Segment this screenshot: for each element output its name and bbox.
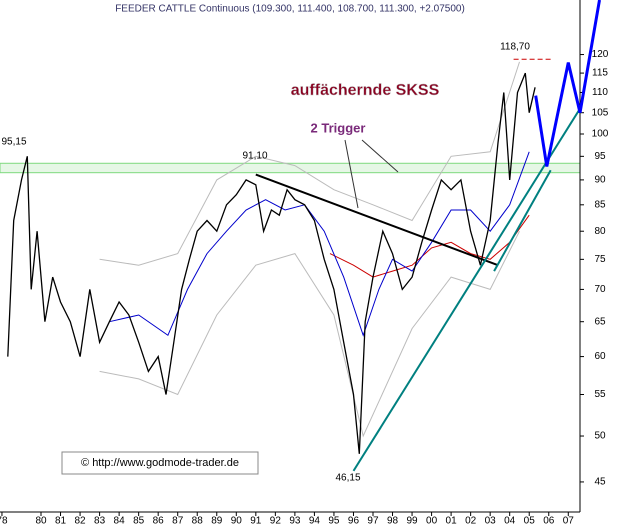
- x-tick-label: 80: [35, 516, 47, 527]
- trendline: [493, 169, 552, 272]
- y-tick-label: 90: [594, 175, 606, 186]
- y-tick-label: 75: [594, 254, 606, 265]
- series-line: [99, 230, 520, 438]
- x-tick-label: 02: [465, 516, 477, 527]
- copyright-box: [61, 451, 259, 475]
- trendline: [255, 173, 499, 267]
- x-tick-label: 93: [289, 516, 301, 527]
- y-tick-label: 50: [594, 431, 606, 442]
- annotation: auffächernde SKSS: [291, 82, 440, 99]
- series-line: [99, 61, 520, 266]
- x-tick-label: 78: [0, 516, 8, 527]
- y-tick-label: 65: [594, 316, 606, 327]
- x-tick-label: 83: [94, 516, 106, 527]
- annotation: 91,10: [242, 151, 267, 162]
- x-tick-label: 05: [524, 516, 536, 527]
- x-tick-label: 85: [133, 516, 145, 527]
- trendline: [534, 0, 601, 167]
- x-tick-label: 04: [504, 516, 516, 527]
- copyright: © http://www.godmode-trader.de: [81, 457, 239, 469]
- series-line: [329, 214, 530, 278]
- annotation: 46,15: [335, 473, 360, 484]
- x-tick-label: 94: [309, 516, 321, 527]
- annotation: 95,15: [1, 137, 26, 148]
- series-line: [7, 72, 536, 454]
- pointer: [344, 139, 359, 209]
- y-tick-label: 60: [594, 351, 606, 362]
- x-tick-label: 81: [55, 516, 67, 527]
- y-tick-label: 115: [592, 68, 608, 79]
- y-tick-label: 85: [594, 199, 606, 210]
- x-tick-label: 92: [270, 516, 282, 527]
- chart-title: FEEDER CATTLE Continuous (109.300, 111.4…: [115, 4, 465, 15]
- y-tick-label: 110: [592, 87, 608, 98]
- x-tick-label: 96: [348, 516, 360, 527]
- x-tick-label: 89: [211, 516, 223, 527]
- x-tick-label: 01: [446, 516, 458, 527]
- y-tick-label: 70: [594, 284, 606, 295]
- x-tick-label: 91: [250, 516, 262, 527]
- x-tick-label: 90: [231, 516, 243, 527]
- x-tick-label: 88: [192, 516, 204, 527]
- x-tick-label: 82: [75, 516, 87, 527]
- y-tick-label: 100: [592, 129, 609, 140]
- y-tick-label: 80: [594, 226, 606, 237]
- x-tick-label: 87: [172, 516, 184, 527]
- annotation: 118,70: [500, 42, 530, 53]
- annotation: 2 Trigger: [311, 120, 366, 135]
- y-tick-label: 45: [594, 477, 606, 488]
- plot-area: [0, 0, 580, 512]
- y-tick-label: 95: [594, 151, 606, 162]
- series-line: [109, 151, 530, 337]
- x-tick-label: 95: [328, 516, 340, 527]
- x-tick-label: 99: [406, 516, 418, 527]
- y-tick-label: 120: [592, 49, 609, 60]
- x-tick-label: 97: [367, 516, 379, 527]
- y-tick-label: 55: [594, 389, 606, 400]
- x-tick-label: 84: [114, 516, 126, 527]
- trendline: [352, 108, 581, 472]
- x-tick-label: 98: [387, 516, 399, 527]
- x-tick-label: 00: [426, 516, 438, 527]
- x-tick-label: 03: [485, 516, 497, 527]
- pointer: [361, 139, 399, 173]
- x-tick-label: 86: [153, 516, 165, 527]
- x-tick-label: 06: [543, 516, 555, 527]
- y-tick-label: 105: [592, 107, 609, 118]
- x-tick-label: 07: [563, 516, 575, 527]
